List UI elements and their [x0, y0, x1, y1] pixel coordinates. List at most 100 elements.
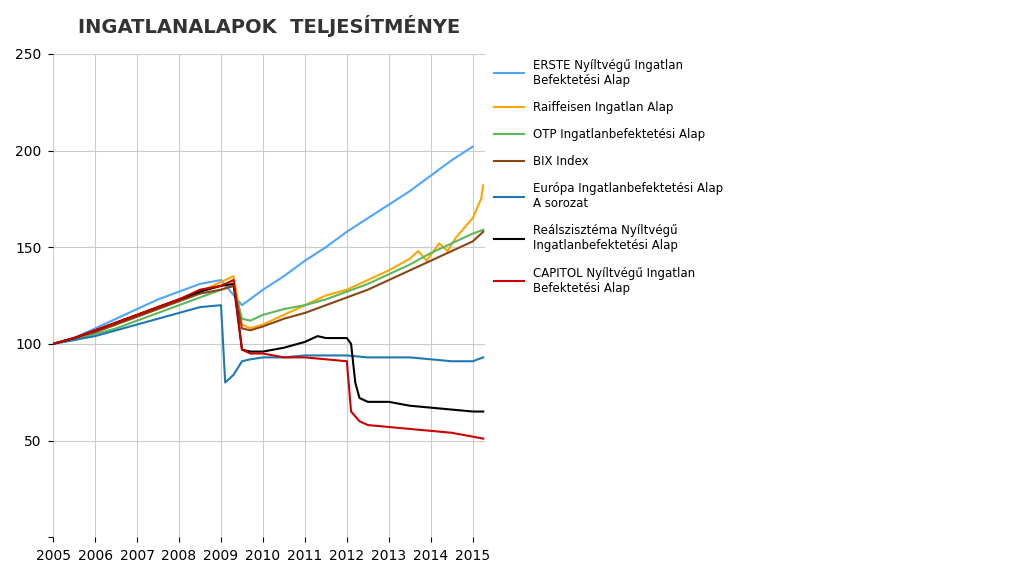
Reálszisztéma Nyíltvégű
Ingatlanbefektetési Alap [257, 348, 269, 355]
CAPITOL Nyíltvégű Ingatlan
Befektetési Alap [345, 408, 357, 415]
ERSTE Nyíltvégű Ingatlan
Befektetési Alap [383, 201, 395, 208]
Reálszisztéma Nyíltvégű
Ingatlanbefektetési Alap [425, 404, 437, 411]
Raiffeisen Ingatlan Alap [152, 303, 165, 310]
Reálszisztéma Nyíltvégű
Ingatlanbefektetési Alap [89, 327, 101, 334]
ERSTE Nyíltvégű Ingatlan
Befektetési Alap [89, 325, 101, 332]
BIX Index [236, 325, 249, 332]
ERSTE Nyíltvégű Ingatlan
Befektetési Alap [194, 280, 207, 287]
Reálszisztéma Nyíltvégű
Ingatlanbefektetési Alap [404, 402, 416, 409]
Reálszisztéma Nyíltvégű
Ingatlanbefektetési Alap [345, 340, 357, 347]
BIX Index [477, 228, 489, 235]
CAPITOL Nyíltvégű Ingatlan
Befektetési Alap [341, 358, 353, 365]
CAPITOL Nyíltvégű Ingatlan
Befektetési Alap [89, 327, 101, 334]
BIX Index [446, 247, 458, 254]
OTP Ingatlanbefektetési Alap [236, 315, 249, 322]
BIX Index [215, 286, 227, 293]
Európa Ingatlanbefektetési Alap
A sorozat [320, 352, 332, 359]
CAPITOL Nyíltvégű Ingatlan
Befektetési Alap [244, 350, 257, 357]
BIX Index [278, 315, 291, 322]
OTP Ingatlanbefektetési Alap [227, 283, 239, 290]
Raiffeisen Ingatlan Alap [425, 251, 437, 258]
OTP Ingatlanbefektetési Alap [47, 340, 59, 347]
OTP Ingatlanbefektetési Alap [425, 250, 437, 257]
BIX Index [227, 283, 239, 290]
Reálszisztéma Nyíltvégű
Ingatlanbefektetési Alap [299, 339, 311, 346]
OTP Ingatlanbefektetési Alap [152, 309, 165, 316]
Európa Ingatlanbefektetési Alap
A sorozat [219, 379, 231, 386]
Raiffeisen Ingatlan Alap [420, 257, 433, 264]
CAPITOL Nyíltvégű Ingatlan
Befektetési Alap [257, 350, 269, 357]
ERSTE Nyíltvégű Ingatlan
Befektetési Alap [47, 340, 59, 347]
Európa Ingatlanbefektetési Alap
A sorozat [110, 327, 123, 334]
Európa Ingatlanbefektetési Alap
A sorozat [236, 358, 249, 365]
Raiffeisen Ingatlan Alap [471, 205, 483, 212]
Európa Ingatlanbefektetési Alap
A sorozat [299, 352, 311, 359]
ERSTE Nyíltvégű Ingatlan
Befektetési Alap [131, 306, 143, 313]
Raiffeisen Ingatlan Alap [450, 234, 462, 241]
Európa Ingatlanbefektetési Alap
A sorozat [68, 336, 80, 343]
BIX Index [383, 277, 395, 284]
OTP Ingatlanbefektetési Alap [278, 306, 291, 313]
BIX Index [425, 257, 437, 264]
Raiffeisen Ingatlan Alap [433, 240, 445, 247]
CAPITOL Nyíltvégű Ingatlan
Befektetési Alap [320, 356, 332, 363]
Raiffeisen Ingatlan Alap [458, 224, 471, 231]
CAPITOL Nyíltvégű Ingatlan
Befektetési Alap [466, 433, 479, 440]
OTP Ingatlanbefektetési Alap [257, 312, 269, 318]
CAPITOL Nyíltvégű Ingatlan
Befektetési Alap [236, 346, 249, 353]
CAPITOL Nyíltvégű Ingatlan
Befektetési Alap [477, 435, 489, 442]
Line: Reálszisztéma Nyíltvégű
Ingatlanbefektetési Alap: Reálszisztéma Nyíltvégű Ingatlanbefektet… [53, 284, 483, 412]
CAPITOL Nyíltvégű Ingatlan
Befektetési Alap [278, 354, 291, 361]
Reálszisztéma Nyíltvégű
Ingatlanbefektetési Alap [131, 312, 143, 318]
Legend: ERSTE Nyíltvégű Ingatlan
Befektetési Alap, Raiffeisen Ingatlan Alap, OTP Ingatla: ERSTE Nyíltvégű Ingatlan Befektetési Ala… [490, 54, 728, 299]
BIX Index [152, 306, 165, 313]
Raiffeisen Ingatlan Alap [68, 335, 80, 342]
OTP Ingatlanbefektetési Alap [341, 288, 353, 295]
Reálszisztéma Nyíltvégű
Ingatlanbefektetési Alap [110, 319, 123, 326]
Raiffeisen Ingatlan Alap [257, 321, 269, 328]
Line: Európa Ingatlanbefektetési Alap
A sorozat: Európa Ingatlanbefektetési Alap A soroza… [53, 305, 483, 383]
Reálszisztéma Nyíltvégű
Ingatlanbefektetési Alap [328, 335, 341, 342]
Európa Ingatlanbefektetési Alap
A sorozat [446, 358, 458, 365]
Line: Raiffeisen Ingatlan Alap: Raiffeisen Ingatlan Alap [53, 186, 483, 344]
CAPITOL Nyíltvégű Ingatlan
Befektetési Alap [215, 283, 227, 290]
Reálszisztéma Nyíltvégű
Ingatlanbefektetési Alap [362, 398, 374, 405]
OTP Ingatlanbefektetési Alap [320, 296, 332, 303]
BIX Index [404, 267, 416, 274]
CAPITOL Nyíltvégű Ingatlan
Befektetési Alap [299, 354, 311, 361]
Európa Ingatlanbefektetési Alap
A sorozat [362, 354, 374, 361]
Reálszisztéma Nyíltvégű
Ingatlanbefektetési Alap [244, 348, 257, 355]
Raiffeisen Ingatlan Alap [89, 327, 101, 334]
Raiffeisen Ingatlan Alap [412, 247, 425, 254]
ERSTE Nyíltvégű Ingatlan
Befektetési Alap [425, 172, 437, 179]
BIX Index [173, 298, 185, 305]
Raiffeisen Ingatlan Alap [244, 325, 257, 332]
BIX Index [47, 340, 59, 347]
Line: CAPITOL Nyíltvégű Ingatlan
Befektetési Alap: CAPITOL Nyíltvégű Ingatlan Befektetési A… [53, 280, 483, 439]
Reálszisztéma Nyíltvégű
Ingatlanbefektetési Alap [383, 398, 395, 405]
OTP Ingatlanbefektetési Alap [404, 261, 416, 268]
CAPITOL Nyíltvégű Ingatlan
Befektetési Alap [362, 421, 374, 428]
ERSTE Nyíltvégű Ingatlan
Befektetési Alap [173, 288, 185, 295]
Raiffeisen Ingatlan Alap [215, 279, 227, 286]
ERSTE Nyíltvégű Ingatlan
Befektetési Alap [278, 273, 291, 280]
Raiffeisen Ingatlan Alap [362, 277, 374, 284]
Raiffeisen Ingatlan Alap [278, 312, 291, 318]
Európa Ingatlanbefektetési Alap
A sorozat [404, 354, 416, 361]
Reálszisztéma Nyíltvégű
Ingatlanbefektetési Alap [320, 335, 332, 342]
Raiffeisen Ingatlan Alap [341, 286, 353, 293]
Reálszisztéma Nyíltvégű
Ingatlanbefektetési Alap [68, 335, 80, 342]
CAPITOL Nyíltvégű Ingatlan
Befektetési Alap [446, 429, 458, 436]
ERSTE Nyíltvégű Ingatlan
Befektetési Alap [236, 302, 249, 309]
Raiffeisen Ingatlan Alap [320, 292, 332, 299]
Európa Ingatlanbefektetési Alap
A sorozat [173, 309, 185, 316]
ERSTE Nyíltvégű Ingatlan
Befektetési Alap [362, 214, 374, 221]
Reálszisztéma Nyíltvégű
Ingatlanbefektetési Alap [215, 283, 227, 290]
Európa Ingatlanbefektetési Alap
A sorozat [215, 302, 227, 309]
Reálszisztéma Nyíltvégű
Ingatlanbefektetési Alap [477, 408, 489, 415]
Reálszisztéma Nyíltvégű
Ingatlanbefektetési Alap [236, 346, 249, 353]
Európa Ingatlanbefektetési Alap
A sorozat [131, 321, 143, 328]
CAPITOL Nyíltvégű Ingatlan
Befektetési Alap [194, 286, 207, 293]
Reálszisztéma Nyíltvégű
Ingatlanbefektetési Alap [173, 296, 185, 303]
Raiffeisen Ingatlan Alap [442, 247, 454, 254]
